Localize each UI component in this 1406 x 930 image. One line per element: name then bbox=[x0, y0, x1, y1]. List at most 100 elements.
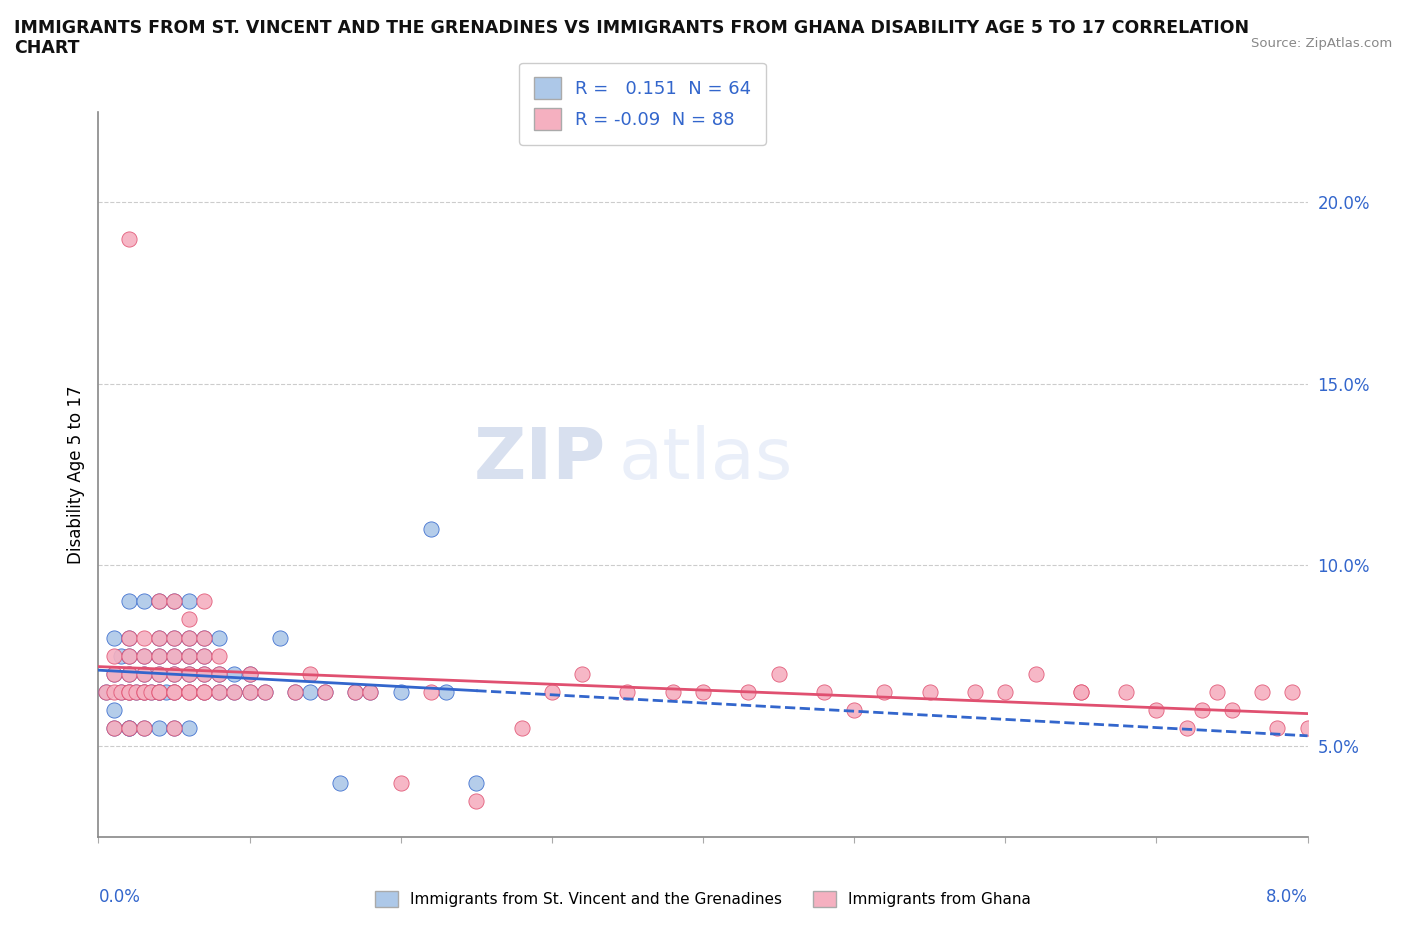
Point bbox=[179, 721, 201, 736]
Point bbox=[132, 684, 155, 699]
Point bbox=[873, 684, 896, 699]
Point bbox=[208, 684, 231, 699]
Point bbox=[118, 721, 141, 736]
Point bbox=[148, 666, 170, 681]
Point bbox=[163, 648, 186, 663]
Point bbox=[132, 631, 155, 645]
Point bbox=[299, 666, 322, 681]
Point bbox=[94, 684, 117, 699]
Point bbox=[148, 684, 170, 699]
Point bbox=[94, 684, 117, 699]
Point bbox=[208, 684, 231, 699]
Text: 0.0%: 0.0% bbox=[98, 888, 141, 906]
Point bbox=[148, 631, 170, 645]
Point bbox=[163, 631, 186, 645]
Point bbox=[540, 684, 562, 699]
Point bbox=[148, 594, 170, 609]
Point bbox=[284, 684, 307, 699]
Point bbox=[103, 721, 125, 736]
Point bbox=[1206, 684, 1229, 699]
Point bbox=[125, 684, 148, 699]
Point bbox=[1220, 703, 1243, 718]
Point bbox=[118, 648, 141, 663]
Point bbox=[148, 594, 170, 609]
Point bbox=[208, 631, 231, 645]
Point bbox=[163, 666, 186, 681]
Text: Source: ZipAtlas.com: Source: ZipAtlas.com bbox=[1251, 37, 1392, 50]
Point bbox=[103, 703, 125, 718]
Point bbox=[269, 631, 291, 645]
Point bbox=[118, 631, 141, 645]
Point bbox=[193, 684, 215, 699]
Point bbox=[179, 631, 201, 645]
Point bbox=[179, 648, 201, 663]
Point bbox=[110, 684, 132, 699]
Point bbox=[141, 684, 163, 699]
Point bbox=[148, 721, 170, 736]
Point bbox=[103, 631, 125, 645]
Point bbox=[163, 631, 186, 645]
Point bbox=[420, 521, 443, 536]
Point bbox=[163, 721, 186, 736]
Point bbox=[103, 648, 125, 663]
Point bbox=[193, 594, 215, 609]
Point bbox=[420, 684, 443, 699]
Point bbox=[148, 666, 170, 681]
Point bbox=[179, 684, 201, 699]
Point bbox=[179, 612, 201, 627]
Point bbox=[132, 648, 155, 663]
Point bbox=[118, 666, 141, 681]
Point bbox=[692, 684, 714, 699]
Point bbox=[239, 684, 262, 699]
Point bbox=[118, 721, 141, 736]
Point bbox=[118, 684, 141, 699]
Point bbox=[224, 684, 246, 699]
Point bbox=[193, 666, 215, 681]
Point bbox=[179, 594, 201, 609]
Point bbox=[284, 684, 307, 699]
Point bbox=[193, 631, 215, 645]
Point bbox=[389, 684, 412, 699]
Point bbox=[155, 684, 177, 699]
Point bbox=[132, 684, 155, 699]
Point bbox=[179, 631, 201, 645]
Point bbox=[118, 631, 141, 645]
Point bbox=[193, 631, 215, 645]
Point bbox=[193, 684, 215, 699]
Point bbox=[299, 684, 322, 699]
Point bbox=[314, 684, 336, 699]
Point bbox=[148, 648, 170, 663]
Point bbox=[1146, 703, 1168, 718]
Point bbox=[224, 684, 246, 699]
Point bbox=[239, 684, 262, 699]
Point bbox=[179, 666, 201, 681]
Point bbox=[239, 666, 262, 681]
Point bbox=[465, 793, 488, 808]
Point bbox=[163, 721, 186, 736]
Y-axis label: Disability Age 5 to 17: Disability Age 5 to 17 bbox=[66, 385, 84, 564]
Point bbox=[253, 684, 276, 699]
Point bbox=[510, 721, 533, 736]
Point bbox=[118, 666, 141, 681]
Point bbox=[179, 684, 201, 699]
Point bbox=[163, 684, 186, 699]
Point bbox=[768, 666, 790, 681]
Point bbox=[1070, 684, 1092, 699]
Point bbox=[965, 684, 987, 699]
Point bbox=[148, 631, 170, 645]
Point bbox=[132, 666, 155, 681]
Point bbox=[103, 666, 125, 681]
Point bbox=[163, 684, 186, 699]
Point bbox=[132, 594, 155, 609]
Point bbox=[132, 684, 155, 699]
Point bbox=[118, 684, 141, 699]
Point bbox=[193, 684, 215, 699]
Point bbox=[1191, 703, 1213, 718]
Point bbox=[148, 684, 170, 699]
Point bbox=[1070, 684, 1092, 699]
Point bbox=[314, 684, 336, 699]
Point bbox=[163, 648, 186, 663]
Point bbox=[118, 721, 141, 736]
Point bbox=[148, 684, 170, 699]
Point bbox=[148, 684, 170, 699]
